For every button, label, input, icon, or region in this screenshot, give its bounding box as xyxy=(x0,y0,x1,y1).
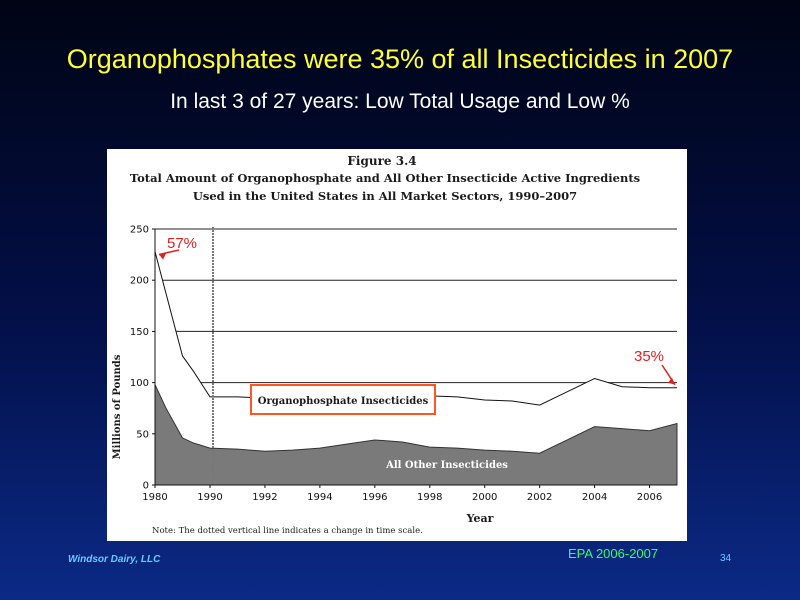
area-chart: Figure 3.4 Total Amount of Organophospha… xyxy=(112,154,678,536)
y-tick-label: 0 xyxy=(143,481,149,492)
legend-organophosphate: Organophosphate Insecticides xyxy=(258,396,429,407)
legend-all-other: All Other Insecticides xyxy=(385,460,508,471)
x-tick-label: 1996 xyxy=(362,492,387,503)
gridlines xyxy=(155,228,677,384)
x-axis-label: Year xyxy=(466,512,494,525)
x-tick-label: 2002 xyxy=(527,492,552,503)
tick-labels: 0 50 100 150 200 250 1980 1990 1992 1994 1996 1998 2… xyxy=(130,225,662,504)
x-tick-label: 1980 xyxy=(142,492,167,503)
slide-subtitle: In last 3 of 27 years: Low Total Usage a… xyxy=(170,90,630,113)
x-tick-label: 1990 xyxy=(197,492,222,503)
axes xyxy=(154,227,677,486)
chart-title-line1: Total Amount of Organophosphate and All … xyxy=(130,171,640,185)
x-tick-label: 1998 xyxy=(417,492,442,503)
organophosphate-area xyxy=(155,251,677,485)
footer-company: Windsor Dairy, LLC xyxy=(68,554,161,565)
slide-title: Organophosphates were 35% of all Insecti… xyxy=(66,44,734,74)
page-number: 34 xyxy=(720,553,732,564)
x-tick-label: 2000 xyxy=(472,492,497,503)
annotation-arrow xyxy=(158,249,180,256)
annotation-57-percent: 57% xyxy=(167,235,197,252)
x-tick-label: 1992 xyxy=(252,492,277,503)
figure-panel: Figure 3.4 Total Amount of Organophospha… xyxy=(107,149,687,541)
y-tick-label: 150 xyxy=(130,327,149,338)
source-citation: EPA 2006-2007 xyxy=(568,546,659,561)
series-areas xyxy=(154,251,678,486)
figure-label: Figure 3.4 xyxy=(347,154,416,168)
x-tick-label: 1994 xyxy=(307,492,332,503)
y-tick-label: 50 xyxy=(136,429,149,440)
annotation-arrowhead xyxy=(668,377,675,385)
y-tick-label: 100 xyxy=(130,378,149,389)
annotation-arrowhead xyxy=(159,253,166,260)
annotation-35-percent: 35% xyxy=(634,348,664,365)
x-tick-label: 2006 xyxy=(637,492,662,503)
y-axis-label: Millions of Pounds xyxy=(112,354,123,459)
organophosphate-label-box xyxy=(250,384,436,415)
all-other-area xyxy=(154,384,678,486)
y-tick-label: 200 xyxy=(130,276,149,287)
chart-title-line2: Used in the United States in All Market … xyxy=(193,189,577,203)
x-tick-label: 2004 xyxy=(582,492,607,503)
percent-annotations: 57% 35% xyxy=(158,235,676,386)
chart-note: Note: The dotted vertical line indicates… xyxy=(152,526,423,536)
y-tick-label: 250 xyxy=(130,225,149,236)
